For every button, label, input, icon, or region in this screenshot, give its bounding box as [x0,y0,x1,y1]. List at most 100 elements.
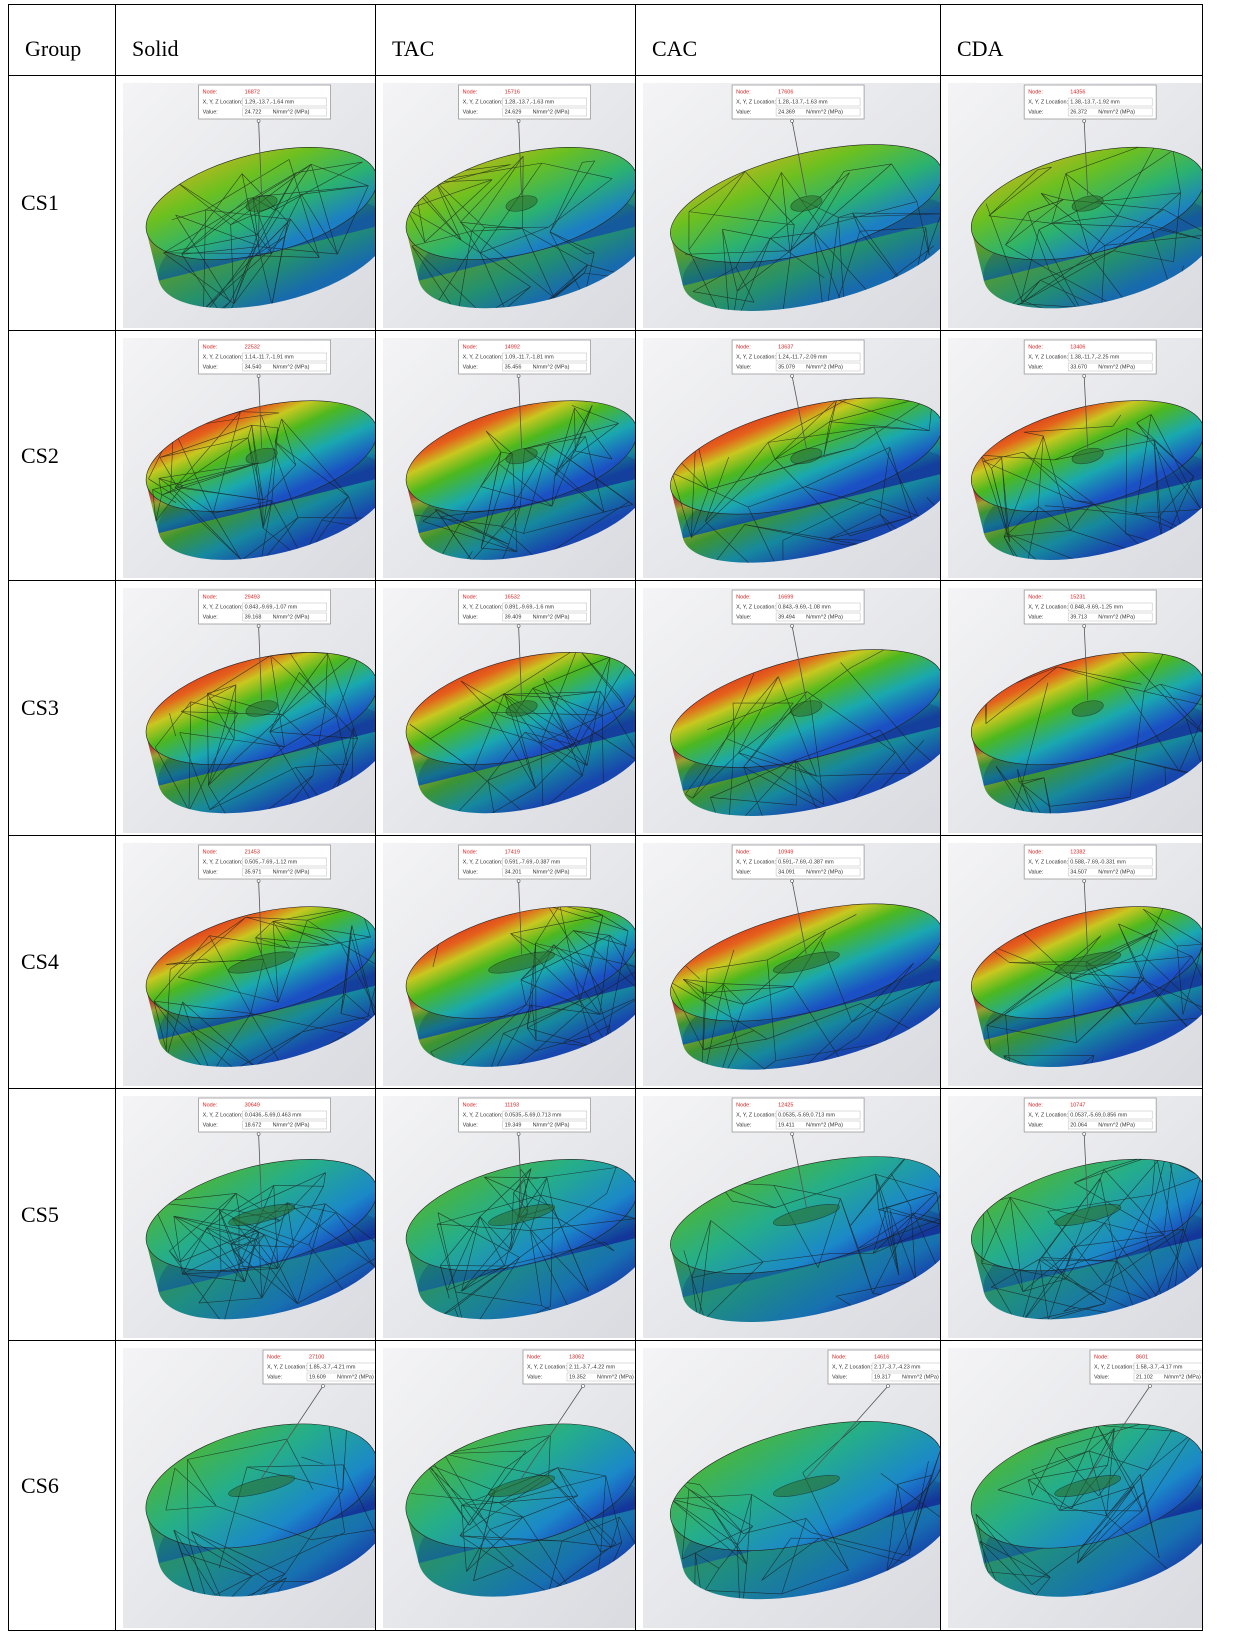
location-value: 0.0535,-5.69,0.713 mm [505,1112,562,1118]
image-cell: Node:14616X, Y, Z Location:2.17,-3.7,-4.… [636,1341,941,1631]
node-id: 21453 [245,849,260,855]
value-label: Value: [1028,109,1044,115]
node-id: 16532 [505,594,520,600]
location-value: 0.588,-7.69,-0.331 mm [1070,859,1126,865]
unit-label: N/mm^2 (MPa) [806,1122,843,1128]
leader-dot [1149,1384,1152,1387]
unit-label: N/mm^2 (MPa) [1098,614,1135,620]
leader-dot [517,374,520,377]
location-value: 0.505,-7.69,-1.12 mm [245,859,298,865]
image-cell: Node:11193X, Y, Z Location:0.0535,-5.69,… [376,1089,636,1341]
node-label: Node: [203,849,218,855]
location-label: X, Y, Z Location: [832,1364,872,1370]
node-label: Node: [1094,1354,1109,1360]
value-label: Value: [267,1374,283,1380]
location-value: 0.591,-7.69,-0.387 mm [778,859,834,865]
header-row: GroupSolidTACCACCDA [9,5,1203,76]
node-id: 12382 [1070,849,1085,855]
group-label: CS4 [9,836,116,1089]
header-cell: CDA [941,5,1203,76]
stress-value: 24.629 [505,109,522,115]
unit-label: N/mm^2 (MPa) [273,364,310,370]
location-label: X, Y, Z Location: [463,604,503,610]
row: CS3Node:29493X, Y, Z Location:0.843,-9.6… [9,581,1203,836]
image-cell: Node:13637X, Y, Z Location:1.24,-11.7,-2… [636,331,941,581]
unit-label: N/mm^2 (MPa) [273,614,310,620]
unit-label: N/mm^2 (MPa) [273,1122,310,1128]
header-cell: TAC [376,5,636,76]
value-label: Value: [736,109,752,115]
node-id: 13062 [569,1354,584,1360]
node-id: 14616 [874,1354,889,1360]
table-body: GroupSolidTACCACCDACS1Node:16872X, Y, Z … [9,5,1203,1631]
node-label: Node: [203,89,218,95]
location-value: 0.0537,-5.69,0.856 mm [1070,1112,1127,1118]
image-cell: Node:14992X, Y, Z Location:1.09,-11.7,-1… [376,331,636,581]
location-label: X, Y, Z Location: [463,1112,503,1118]
location-label: X, Y, Z Location: [736,99,776,105]
node-label: Node: [736,1102,751,1108]
image-cell: Node:27100X, Y, Z Location:1.85,-3.7,-4.… [116,1341,376,1631]
location-label: X, Y, Z Location: [736,604,776,610]
stress-value: 19.317 [874,1374,891,1380]
stress-value: 39.494 [778,614,795,620]
node-id: 22532 [245,344,260,350]
value-label: Value: [203,614,219,620]
location-value: 1.29,-13.7,-1.64 mm [245,99,295,105]
value-label: Value: [463,869,479,875]
fea-image: Node:16532X, Y, Z Location:0.891,-9.69,-… [383,584,635,833]
unit-label: N/mm^2 (MPa) [1098,869,1135,875]
value-label: Value: [1028,614,1044,620]
location-value: 0.843,-9.69,-1.07 mm [245,604,298,610]
fea-image: Node:15716X, Y, Z Location:1.28,-13.7,-1… [383,79,635,328]
unit-label: N/mm^2 (MPa) [533,614,570,620]
leader-dot [517,624,520,627]
location-value: 2.11,-3.7,-4.22 mm [569,1364,615,1370]
node-id: 13637 [778,344,793,350]
image-cell: Node:17419X, Y, Z Location:0.591,-7.69,-… [376,836,636,1089]
image-cell: Node:13406X, Y, Z Location:1.38,-11.7,-2… [941,331,1203,581]
unit-label: N/mm^2 (MPa) [273,869,310,875]
fea-image: Node:13062X, Y, Z Location:2.11,-3.7,-4.… [383,1344,635,1628]
unit-label: N/mm^2 (MPa) [337,1374,374,1380]
location-value: 1.85,-3.7,-4.21 mm [309,1364,356,1370]
node-label: Node: [1028,344,1043,350]
fea-image: Node:14356X, Y, Z Location:1.38,-13.7,-1… [948,79,1202,328]
leader-dot [791,624,794,627]
leader-dot [887,1384,890,1387]
row: CS6Node:27100X, Y, Z Location:1.85,-3.7,… [9,1341,1203,1631]
header-cell: Group [9,5,116,76]
unit-label: N/mm^2 (MPa) [533,364,570,370]
fea-image: Node:16872X, Y, Z Location:1.29,-13.7,-1… [123,79,375,328]
value-label: Value: [203,869,219,875]
stress-value: 39.409 [505,614,522,620]
header-cell: CAC [636,5,941,76]
location-label: X, Y, Z Location: [203,99,243,105]
node-id: 16699 [778,594,793,600]
unit-label: N/mm^2 (MPa) [1098,1122,1135,1128]
node-id: 15231 [1070,594,1085,600]
node-label: Node: [463,1102,478,1108]
location-label: X, Y, Z Location: [463,354,503,360]
location-label: X, Y, Z Location: [203,859,243,865]
value-label: Value: [736,1122,752,1128]
location-value: 1.38,-11.7,-2.25 mm [1070,354,1120,360]
node-label: Node: [1028,89,1043,95]
node-label: Node: [463,344,478,350]
unit-label: N/mm^2 (MPa) [273,109,310,115]
fea-image: Node: 21453X, Y, Z Location:0.505,-7.69,-… [123,839,375,1086]
unit-label: N/mm^2 (MPa) [806,614,843,620]
value-label: Value: [1094,1374,1110,1380]
node-label: Node: [463,849,478,855]
header-cell: Solid [116,5,376,76]
unit-label: N/mm^2 (MPa) [902,1374,939,1380]
stress-value: 35.079 [778,364,795,370]
leader-dot [1083,374,1086,377]
location-label: X, Y, Z Location: [267,1364,307,1370]
unit-label: N/mm^2 (MPa) [1098,109,1135,115]
leader-dot [517,879,520,882]
leader-dot [1083,624,1086,627]
value-label: Value: [463,109,479,115]
